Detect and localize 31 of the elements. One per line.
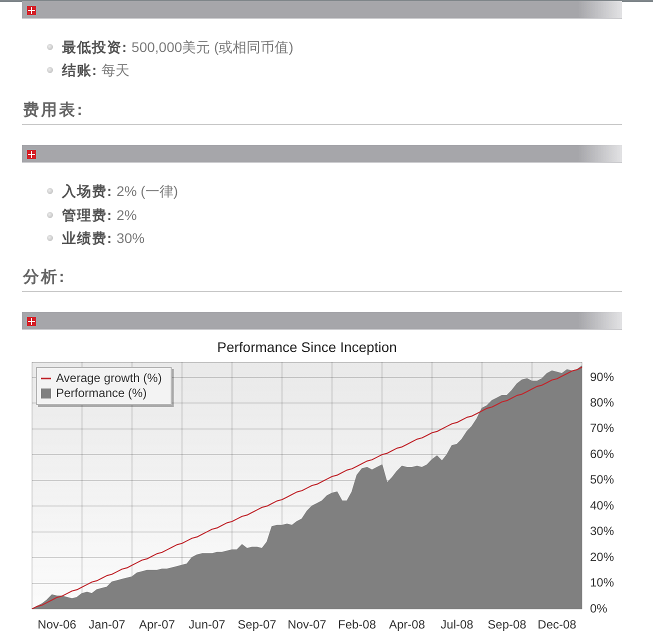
text: 最低投资: 500,000美元 (或相同币值) xyxy=(62,38,294,57)
y-tick-label: 70% xyxy=(590,421,614,436)
y-tick-label: 0% xyxy=(590,601,608,616)
x-tick-label: Apr-08 xyxy=(388,618,426,632)
y-tick-label: 60% xyxy=(590,446,614,461)
y-tick-label: 40% xyxy=(590,498,614,512)
text: 入场费: 2% (一律) xyxy=(62,182,178,201)
chart-title: Performance Since Inception xyxy=(217,338,397,355)
text: 结账: 每天 xyxy=(62,61,130,80)
text: 管理费: 2% xyxy=(62,206,137,225)
text: 费用表: xyxy=(23,100,84,121)
x-tick-label: Nov-07 xyxy=(288,618,327,632)
x-tick-label: Feb-08 xyxy=(338,618,376,632)
y-tick-label: 10% xyxy=(590,576,614,590)
y-tick-label: 90% xyxy=(590,370,614,384)
y-tick-label: 20% xyxy=(590,550,614,564)
text: 业绩费: 30% xyxy=(62,229,145,248)
x-tick-label: Apr-07 xyxy=(138,618,176,632)
x-tick-label: Jul-08 xyxy=(440,618,474,632)
x-tick-label: Jan-07 xyxy=(88,618,126,632)
x-tick-label: Sep-07 xyxy=(238,618,277,632)
x-tick-label: Jun-07 xyxy=(188,618,226,632)
x-tick-label: Nov-06 xyxy=(38,618,77,632)
x-tick-label: Sep-08 xyxy=(488,618,527,632)
y-tick-label: 30% xyxy=(590,524,614,538)
x-tick-label: Dec-08 xyxy=(538,618,577,632)
legend-label: Average growth (%) xyxy=(56,370,162,385)
y-tick-label: 50% xyxy=(590,472,614,487)
y-tick-label: 80% xyxy=(590,395,614,410)
legend-label: Performance (%) xyxy=(56,386,147,400)
text: 分析: xyxy=(23,268,66,288)
